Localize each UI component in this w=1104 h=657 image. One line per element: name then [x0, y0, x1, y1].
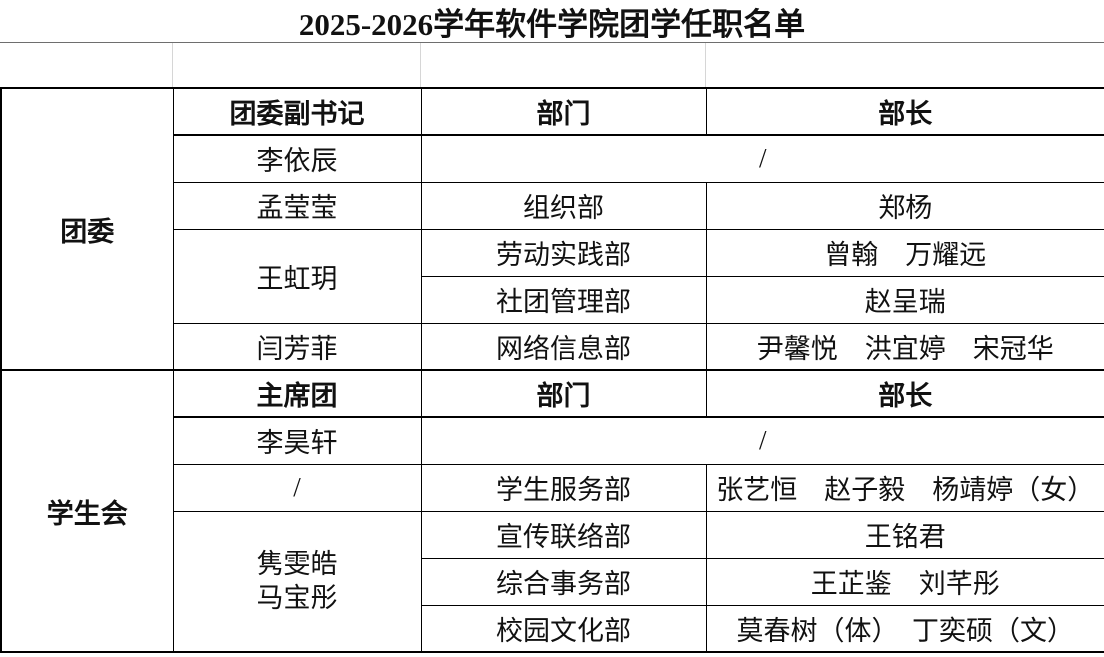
- header-cell-minister: 部长: [705, 369, 1104, 418]
- table-row: 学生会 主席团 部门 部长: [0, 369, 1104, 653]
- name-cell: /: [172, 463, 422, 512]
- header-cell-department: 部门: [420, 369, 707, 418]
- table-row: / 学生服务部 张艺恒 赵子毅 杨靖婷（女）: [1, 463, 1104, 512]
- dept-cell: 校园文化部: [420, 604, 707, 653]
- name-line: 马宝彤: [256, 583, 338, 614]
- minister-cell: 莫春树（体） 丁奕硕（文）: [705, 604, 1104, 653]
- minister-cell: 王铭君: [705, 510, 1104, 559]
- name-line: 隽雯皓: [256, 549, 338, 580]
- roster-table: 团委 团委副书记 部门 部长 李依辰 / 孟莹莹 组织部 郑杨 王虹玥 劳动实践…: [0, 87, 1104, 653]
- name-cell: 隽雯皓 马宝彤: [172, 510, 422, 653]
- gridline: [172, 43, 173, 87]
- minister-cell: 曾翰 万耀远: [705, 228, 1104, 277]
- header-cell-role: 团委副书记: [172, 87, 422, 136]
- minister-cell: 赵呈瑞: [705, 275, 1104, 324]
- dept-cell: 劳动实践部: [420, 228, 707, 277]
- name-cell: 李昊轩: [172, 416, 422, 465]
- gridline: [705, 43, 706, 87]
- table-row: 王虹玥 劳动实践部 曾翰 万耀远: [1, 228, 1104, 324]
- dept-cell: 学生服务部: [420, 463, 707, 512]
- header-cell-presidium: 主席团: [172, 369, 422, 418]
- gridline: [420, 43, 421, 87]
- name-cell: 闫芳菲: [172, 322, 422, 371]
- group-label-student-union: 学生会: [0, 369, 174, 653]
- dept-cell: 组织部: [420, 181, 707, 230]
- table-row: 隽雯皓 马宝彤 宣传联络部 王铭君: [1, 510, 1104, 653]
- minister-cell: 郑杨: [705, 181, 1104, 230]
- name-cell: 王虹玥: [172, 228, 422, 324]
- minister-cell: 王芷鉴 刘芊彤: [705, 557, 1104, 606]
- minister-cell: 尹馨悦 洪宜婷 宋冠华: [705, 322, 1104, 371]
- header-cell-department: 部门: [420, 87, 707, 136]
- table-row: 校园文化部 莫春树（体） 丁奕硕（文）: [1, 604, 1104, 653]
- dept-cell: 网络信息部: [420, 322, 707, 371]
- header-cell-minister: 部长: [705, 87, 1104, 136]
- table-row: 团委 团委副书记 部门 部长: [0, 87, 1104, 371]
- dept-cell: 宣传联络部: [420, 510, 707, 559]
- spacer-row: [0, 43, 1104, 87]
- name-cell: 李依辰: [172, 134, 422, 183]
- group-label-youth-league: 团委: [0, 87, 174, 371]
- table-row: 社团管理部 赵呈瑞: [1, 275, 1104, 324]
- table-row: 李昊轩 /: [1, 416, 1104, 465]
- dept-cell: 社团管理部: [420, 275, 707, 324]
- merged-slash-cell: /: [420, 416, 1104, 465]
- page-title: 2025-2026学年软件学院团学任职名单: [0, 0, 1104, 43]
- table-row: 李依辰 /: [1, 134, 1104, 183]
- dept-cell: 综合事务部: [420, 557, 707, 606]
- name-cell: 孟莹莹: [172, 181, 422, 230]
- minister-cell: 张艺恒 赵子毅 杨靖婷（女）: [705, 463, 1104, 512]
- merged-slash-cell: /: [420, 134, 1104, 183]
